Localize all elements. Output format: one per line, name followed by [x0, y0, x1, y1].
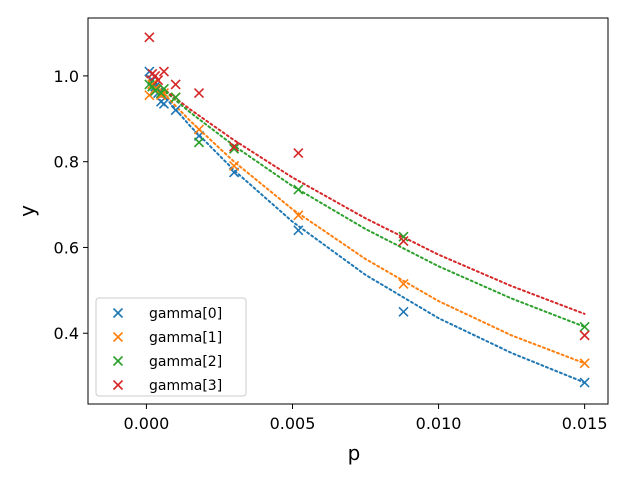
x-tick-label: 0.015: [562, 414, 608, 433]
data-point-gamma-1-7: [229, 160, 240, 172]
y-tick-label: 0.6: [54, 238, 79, 257]
legend-label-gamma-2: gamma[2]: [149, 354, 222, 370]
legend-marker-gamma-2: [112, 355, 124, 367]
data-point-gamma-2-10: [579, 321, 590, 332]
data-point-gamma-1-4: [158, 87, 170, 99]
axes-frame: [87, 17, 609, 405]
y-tick-label: 0.8: [54, 153, 79, 172]
y-axis-label: y: [15, 205, 39, 217]
data-point-gamma-3-9: [398, 235, 409, 247]
data-point-gamma-2-6: [193, 137, 205, 148]
legend-label-gamma-0: gamma[0]: [149, 306, 222, 322]
data-point-gamma-1-6: [193, 124, 205, 135]
data-point-gamma-0-9: [293, 225, 304, 236]
x-axis-ticks: 0.000 0.005 0.010 0.015: [124, 404, 608, 433]
x-tick-label: 0.005: [270, 414, 316, 433]
data-point-gamma-2-8: [293, 184, 304, 195]
data-point-gamma-0-6: [170, 105, 181, 116]
data-point-gamma-2-5: [170, 92, 181, 103]
data-point-gamma-3-4: [158, 66, 170, 77]
fit-curve-gamma-2: [145, 74, 586, 328]
legend-marker-gamma-0: [112, 307, 124, 319]
legend-marker-gamma-3: [112, 379, 124, 391]
data-point-gamma-3-10: [579, 330, 590, 341]
data-point-gamma-3-5: [170, 79, 181, 90]
data-point-gamma-2-3: [155, 87, 167, 99]
fit-curve-gamma-3: [145, 74, 586, 315]
data-point-gamma-3-0: [144, 32, 155, 43]
x-axis-label: p: [348, 441, 361, 465]
data-point-gamma-2-2: [150, 85, 161, 96]
data-point-gamma-3-2: [150, 70, 161, 81]
x-tick-label: 0.000: [124, 414, 170, 433]
legend-label-gamma-3: gamma[3]: [149, 378, 222, 394]
y-axis-ticks: 0.4 0.6 0.8 1.0: [54, 67, 88, 343]
legend-marker-gamma-1: [112, 331, 124, 343]
data-point-gamma-0-11: [579, 377, 590, 388]
legend: gamma[0] gamma[1] gamma[2] gamma[3]: [95, 297, 247, 397]
data-point-gamma-2-4: [158, 83, 170, 94]
data-point-gamma-0-5: [158, 98, 170, 109]
data-point-gamma-3-3: [153, 75, 164, 86]
plot-area: [144, 32, 590, 388]
data-point-gamma-2-9: [398, 231, 409, 242]
x-tick-label: 0.010: [416, 414, 462, 433]
data-point-gamma-0-10: [398, 306, 409, 317]
data-point-gamma-1-8: [293, 210, 304, 221]
data-point-gamma-1-10: [579, 358, 590, 369]
data-point-gamma-2-7: [229, 143, 240, 154]
data-point-gamma-1-9: [398, 278, 409, 289]
legend-box: [95, 297, 247, 397]
y-tick-label: 1.0: [54, 67, 79, 86]
data-point-gamma-3-6: [193, 87, 205, 99]
y-tick-label: 0.4: [54, 324, 79, 343]
legend-label-gamma-1: gamma[1]: [149, 330, 222, 346]
data-point-gamma-1-1: [147, 79, 158, 90]
data-point-gamma-3-8: [293, 148, 304, 159]
data-point-gamma-3-7: [229, 141, 240, 152]
